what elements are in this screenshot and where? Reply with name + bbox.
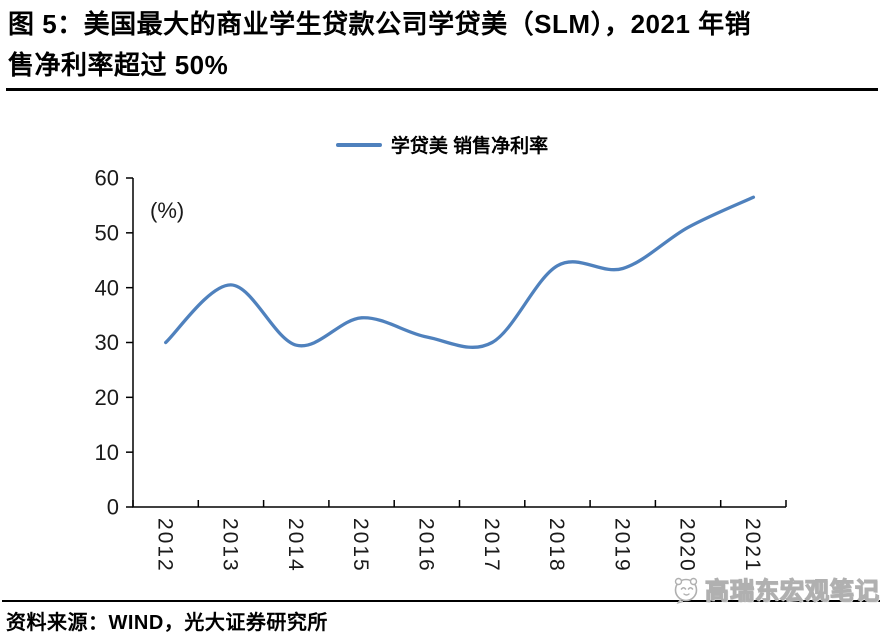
- x-tick-label: 2016: [415, 518, 438, 573]
- y-tick-label: 40: [95, 275, 119, 300]
- watermark-text: 高瑞东宏观笔记: [704, 577, 880, 605]
- line-chart: 0 10 20 30 40 50 60 2012 2013 2014 2015 2016 2017 201…: [95, 166, 787, 573]
- figure-title-line2: 售净利率超过 50%: [8, 50, 229, 80]
- source-note: 资料来源：WIND，光大证券研究所: [6, 612, 328, 634]
- y-tick-label: 60: [95, 166, 119, 191]
- title-divider: [6, 88, 878, 91]
- y-tick-label: 10: [95, 440, 119, 465]
- x-tick-label: 2018: [545, 518, 568, 573]
- x-tick-label: 2019: [610, 518, 633, 573]
- y-tick-label: 0: [107, 495, 119, 520]
- x-tick-label: 2015: [349, 518, 372, 573]
- footer-divider: [2, 600, 880, 602]
- series-line: [164, 195, 756, 349]
- legend-label: 学贷美 销售净利率: [390, 136, 549, 157]
- x-tick-label: 2012: [153, 518, 176, 573]
- figure-title: 图 5：美国最大的商业学生贷款公司学贷美（SLM），2021 年销 售净利率超过…: [8, 4, 878, 86]
- unit-label: (%): [150, 198, 184, 223]
- watermark: 高瑞东宏观笔记: [670, 571, 880, 606]
- y-tick-label: 20: [95, 385, 119, 410]
- legend-line-swatch: [335, 142, 382, 147]
- figure-title-line1: 图 5：美国最大的商业学生贷款公司学贷美（SLM），2021 年销: [8, 9, 752, 39]
- chart-legend: 学贷美 销售净利率: [0, 131, 884, 158]
- y-tick-label: 50: [95, 221, 119, 246]
- watermark-face-icon: [674, 577, 698, 604]
- x-tick-label: 2021: [741, 518, 764, 573]
- x-tick-label: 2017: [480, 518, 503, 573]
- x-tick-label: 2020: [676, 518, 699, 573]
- y-tick-label: 30: [95, 330, 119, 355]
- x-tick-label: 2014: [284, 518, 307, 573]
- x-tick-label: 2013: [219, 518, 242, 573]
